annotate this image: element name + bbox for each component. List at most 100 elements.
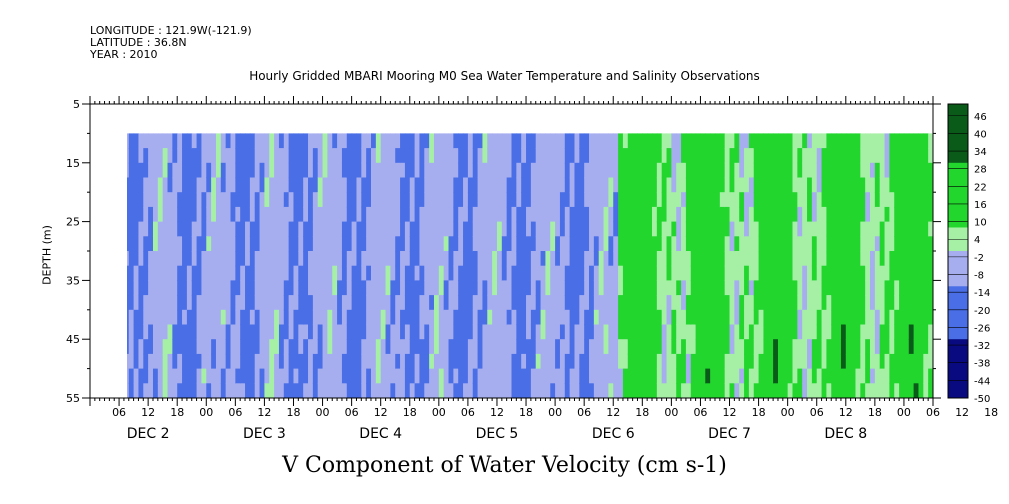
heatmap-cell xyxy=(618,148,624,164)
heatmap-cell xyxy=(235,383,241,398)
heatmap-cell xyxy=(559,280,566,296)
heatmap-cell xyxy=(220,353,227,370)
heatmap-cell xyxy=(535,265,542,281)
heatmap-cell xyxy=(550,206,556,223)
heatmap-cell xyxy=(220,295,227,311)
heatmap-cell xyxy=(797,236,803,252)
heatmap-cell xyxy=(317,383,324,398)
heatmap-cell xyxy=(792,295,798,311)
heatmap-cell xyxy=(598,368,605,384)
heatmap-cell xyxy=(351,309,358,326)
heatmap-cell xyxy=(903,280,910,296)
heatmap-cell xyxy=(283,383,290,398)
heatmap-cell xyxy=(671,133,677,149)
heatmap-cell xyxy=(787,353,794,370)
heatmap-cell xyxy=(206,353,212,370)
heatmap-cell xyxy=(559,368,566,384)
heatmap-cell xyxy=(700,133,706,149)
heatmap-cell xyxy=(298,236,304,252)
heatmap-cell xyxy=(656,206,663,223)
heatmap-cell xyxy=(729,353,735,370)
heatmap-cell xyxy=(632,162,639,179)
heatmap-cell xyxy=(526,309,532,326)
heatmap-cell xyxy=(264,148,270,164)
heatmap-cell xyxy=(850,309,857,326)
heatmap-cell xyxy=(177,177,183,193)
heatmap-cell xyxy=(511,251,517,267)
colorbar-segment xyxy=(948,315,968,323)
heatmap-cell xyxy=(681,309,687,326)
heatmap-cell xyxy=(332,177,338,193)
heatmap-cell xyxy=(589,339,595,355)
heatmap-cell xyxy=(874,133,881,149)
heatmap-cell xyxy=(128,192,135,208)
heatmap-cell xyxy=(584,280,590,296)
heatmap-cell xyxy=(550,236,556,252)
heatmap-cell xyxy=(254,353,261,370)
heatmap-cell xyxy=(133,265,140,281)
heatmap-cell xyxy=(637,295,643,311)
heatmap-cell xyxy=(526,206,532,223)
heatmap-cell xyxy=(647,353,653,370)
heatmap-cell xyxy=(913,280,920,296)
heatmap-cell xyxy=(298,148,304,164)
heatmap-cell xyxy=(303,148,309,164)
heatmap-cell xyxy=(874,383,881,398)
heatmap-cell xyxy=(317,309,324,326)
x-tick-label: 00 xyxy=(199,406,213,419)
heatmap-cell xyxy=(802,368,808,384)
heatmap-cell xyxy=(705,295,711,311)
heatmap-cell xyxy=(865,162,871,179)
heatmap-cell xyxy=(855,309,861,326)
heatmap-cell xyxy=(419,177,425,193)
heatmap-cell xyxy=(666,383,672,398)
heatmap-cell xyxy=(724,192,731,208)
heatmap-cell xyxy=(748,251,755,267)
heatmap-cell xyxy=(278,251,285,267)
heatmap-cell xyxy=(327,236,333,252)
heatmap-cell xyxy=(574,383,580,398)
heatmap-cell xyxy=(351,177,358,193)
heatmap-cell xyxy=(598,206,605,223)
heatmap-cell xyxy=(598,177,605,193)
heatmap-cell xyxy=(850,206,857,223)
colorbar-segment xyxy=(948,156,968,164)
heatmap-cell xyxy=(337,353,343,370)
heatmap-cell xyxy=(899,295,905,311)
heatmap-cell xyxy=(453,353,459,370)
heatmap-cell xyxy=(424,353,430,370)
heatmap-cell xyxy=(710,368,716,384)
heatmap-cell xyxy=(201,280,207,296)
heatmap-cell xyxy=(579,280,585,296)
heatmap-cell xyxy=(400,309,406,326)
heatmap-cell xyxy=(598,324,605,340)
heatmap-cell xyxy=(366,265,372,281)
heatmap-cell xyxy=(288,133,295,149)
heatmap-cell xyxy=(802,251,808,267)
heatmap-cell xyxy=(438,206,445,223)
heatmap-cell xyxy=(127,280,130,296)
heatmap-cell xyxy=(448,177,454,193)
heatmap-cell xyxy=(797,353,803,370)
heatmap-cell xyxy=(685,383,692,398)
heatmap-cell xyxy=(676,383,682,398)
heatmap-cell xyxy=(627,133,634,149)
heatmap-cell xyxy=(734,133,740,149)
heatmap-cell xyxy=(627,236,634,252)
heatmap-cell xyxy=(763,192,769,208)
heatmap-cell xyxy=(782,236,789,252)
heatmap-cell xyxy=(186,251,193,267)
heatmap-cell xyxy=(143,221,149,237)
heatmap-cell xyxy=(792,148,798,164)
heatmap-cell xyxy=(264,309,270,326)
heatmap-cell xyxy=(322,148,328,164)
heatmap-cell xyxy=(240,383,246,398)
heatmap-cell xyxy=(521,295,527,311)
heatmap-cell xyxy=(903,383,910,398)
heatmap-cell xyxy=(685,236,692,252)
heatmap-cell xyxy=(492,280,498,296)
heatmap-cell xyxy=(351,162,358,179)
heatmap-cell xyxy=(797,339,803,355)
heatmap-cell xyxy=(647,309,653,326)
heatmap-cell xyxy=(337,177,343,193)
